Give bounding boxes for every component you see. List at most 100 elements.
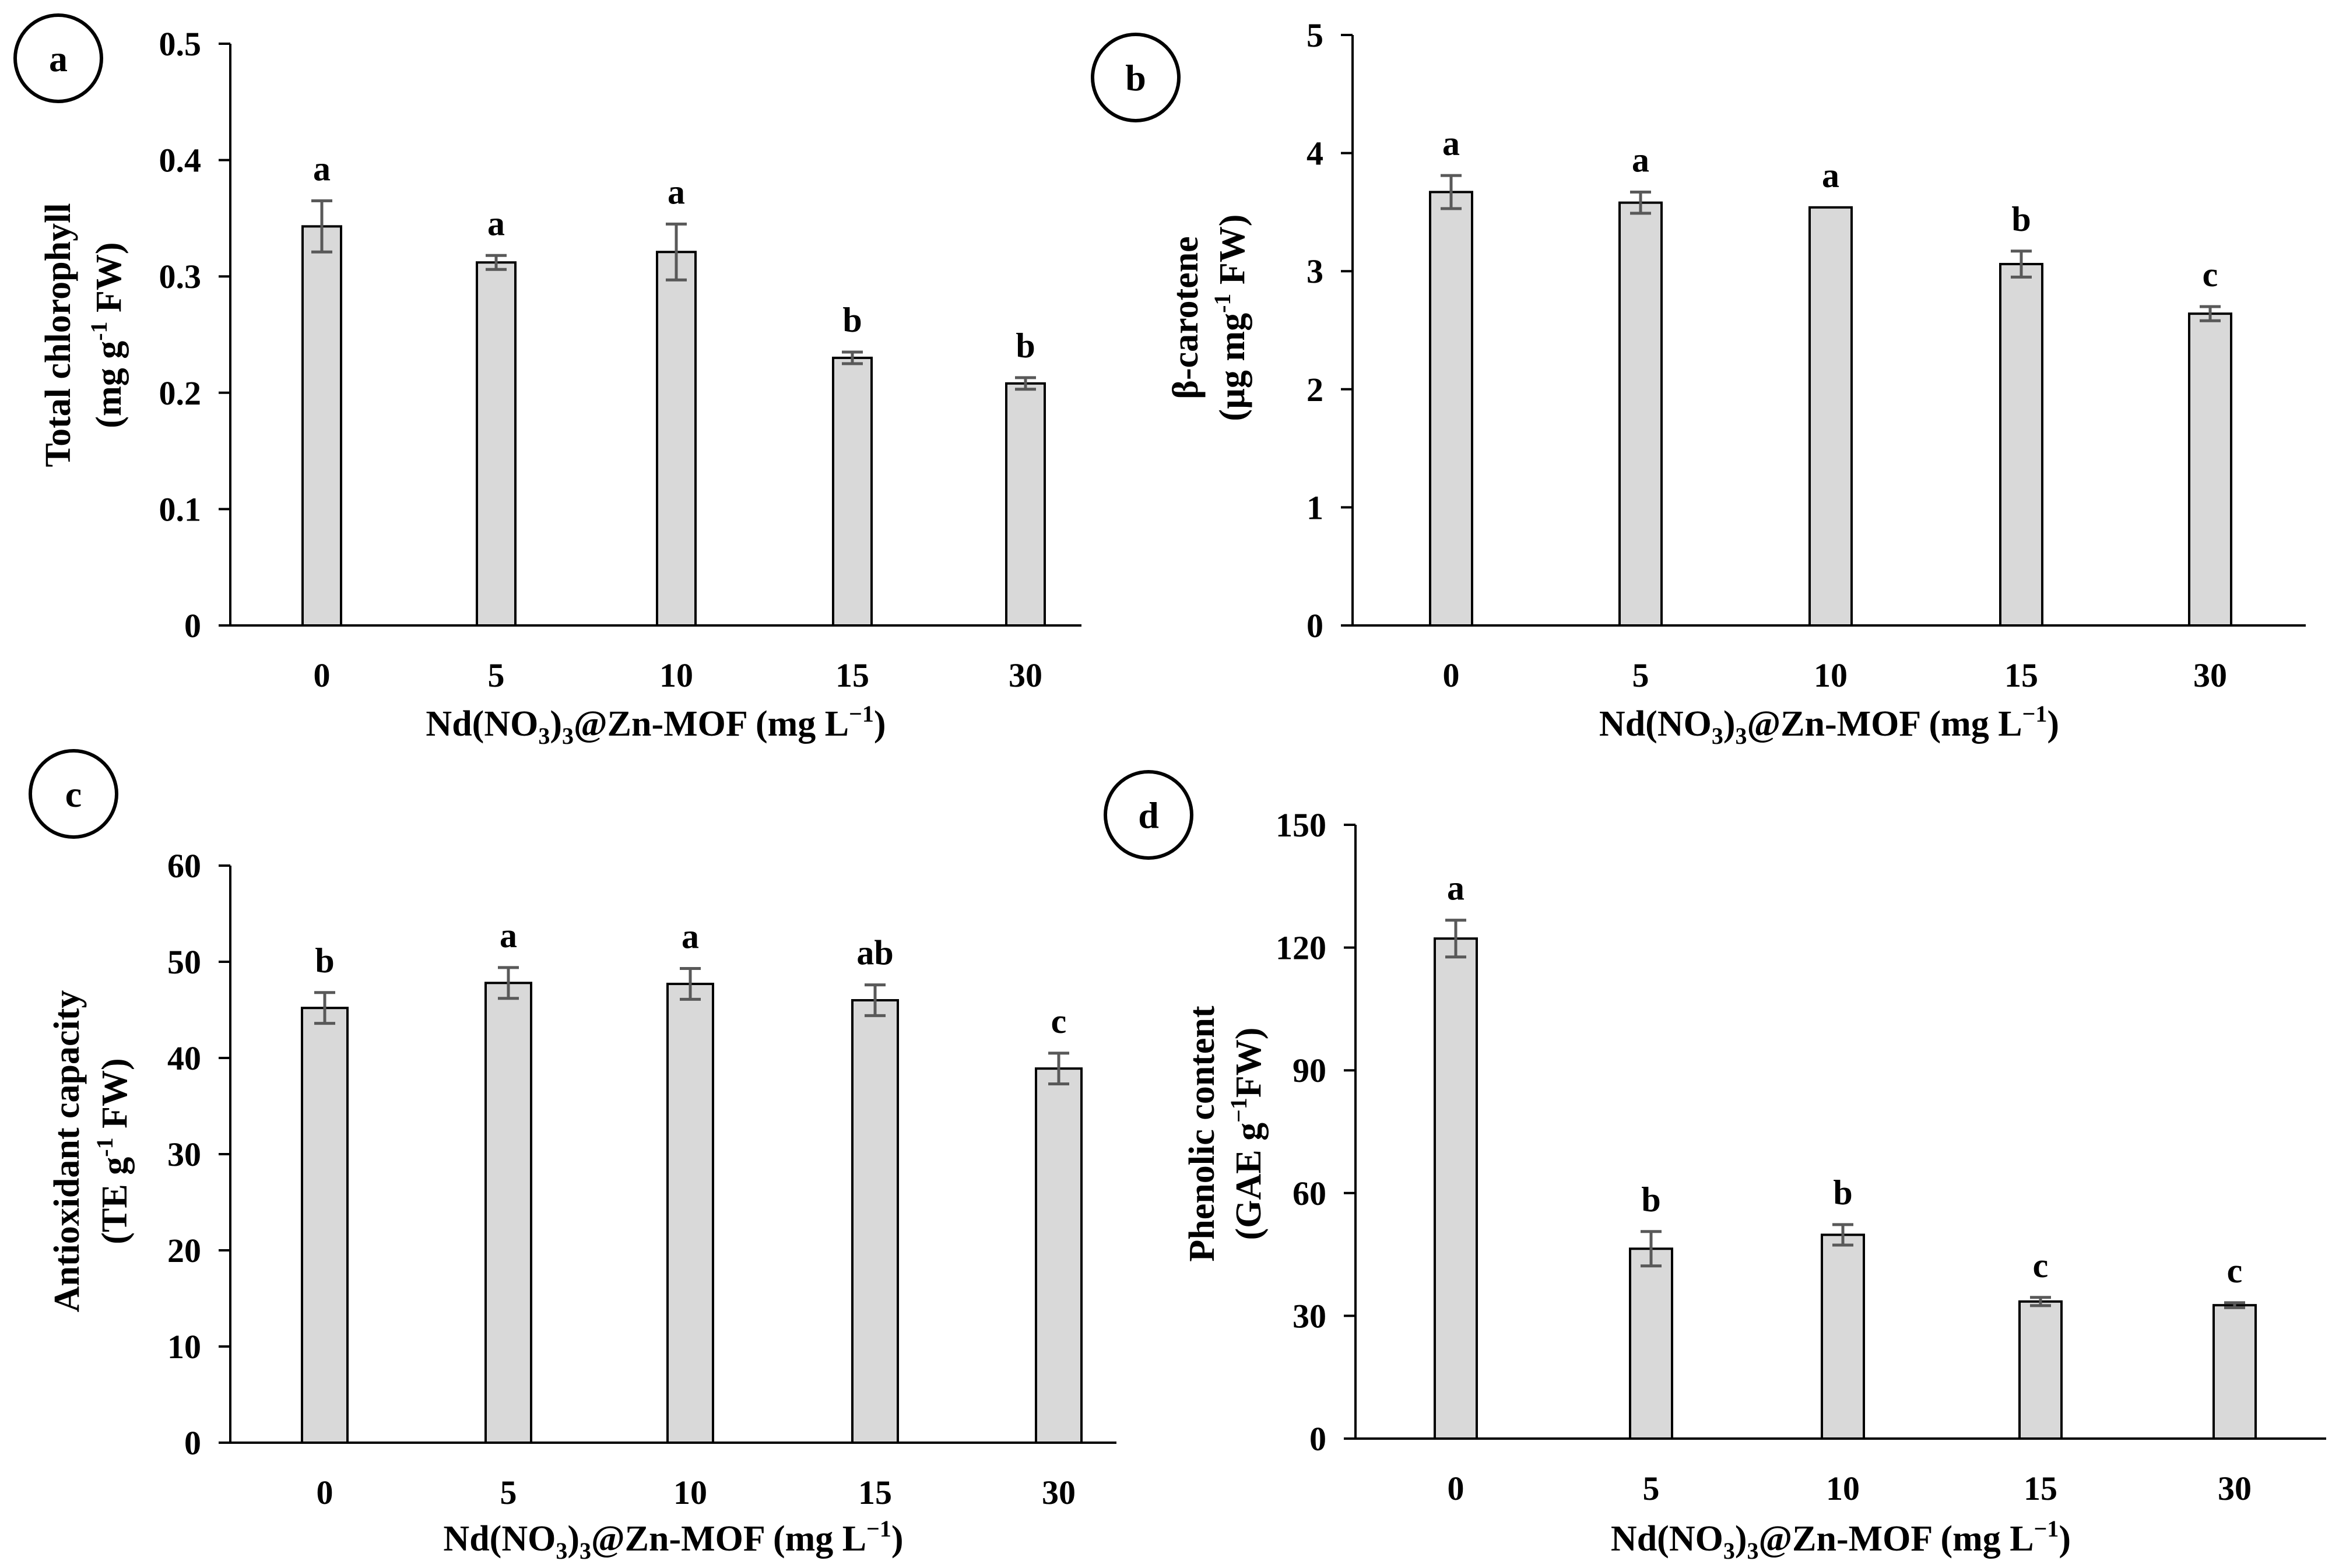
y-tick-label: 0.5 [159, 25, 202, 63]
bar [656, 251, 697, 627]
panel-label-circle [29, 749, 118, 839]
y-tick-label: 150 [1276, 806, 1326, 844]
y-tick-label: 20 [167, 1232, 201, 1270]
bar [1434, 937, 1478, 1440]
x-tick-label: 5 [488, 656, 505, 694]
significance-label: a [1632, 140, 1649, 179]
x-tick-label: 10 [1826, 1469, 1860, 1507]
significance-label: b [1016, 326, 1035, 365]
chart-panel-c: c 0 10 20 30 40 50 60 b 0 a 5 a 10 ab 15 c 30 Nd(NO3)3@Zn-… [29, 749, 1116, 1564]
significance-label: b [2011, 200, 2031, 238]
y-tick-label: 5 [1307, 16, 1323, 54]
bar [2188, 312, 2232, 627]
y-tick-label: 60 [1293, 1175, 1326, 1212]
x-tick-label: 15 [858, 1474, 892, 1511]
x-tick-label: 0 [317, 1474, 333, 1511]
chart-panel-a: a 0 0.1 0.2 0.3 0.4 0.5 a 0 a 5 a 10 b 15 b 30 Nd(NO3)3@Z… [13, 13, 1081, 749]
significance-label: c [1051, 1002, 1067, 1040]
y-tick-label: 90 [1293, 1052, 1326, 1089]
significance-label: a [500, 916, 517, 955]
panel-label-circle [1104, 770, 1193, 860]
bar [832, 356, 873, 627]
y-tick-label: 0.3 [159, 258, 202, 296]
y-tick-label: 0.2 [159, 374, 202, 412]
significance-label: b [315, 941, 334, 980]
chart-panel-d: d 0 30 60 90 120 150 a 0 b 5 b 10 c 15 c 30 Nd(NO3)3@Zn-M… [1104, 770, 2326, 1564]
y-tick-label: 1 [1307, 488, 1323, 526]
panel-label: a [49, 38, 68, 79]
significance-label: a [1447, 869, 1464, 908]
x-axis-label: Nd(NO3)3@Zn-MOF (mg L−1) [1611, 1516, 2071, 1564]
significance-label: b [1641, 1180, 1660, 1219]
panel-label: d [1138, 794, 1159, 836]
significance-label: a [1822, 156, 1839, 195]
x-tick-label: 30 [2218, 1469, 2252, 1507]
y-axis-label-line1: Antioxidant capacity [47, 990, 87, 1313]
y-tick-label: 0 [1307, 607, 1323, 645]
panel-label-circle [13, 13, 103, 103]
y-axis-label-line1: Phenolic content [1182, 1006, 1222, 1261]
significance-label: a [487, 204, 505, 242]
y-tick-label: 0 [184, 1424, 201, 1462]
significance-label: c [2203, 255, 2218, 294]
bar [1821, 1233, 1865, 1440]
significance-label: c [2033, 1246, 2049, 1285]
x-tick-label: 0 [1448, 1469, 1464, 1507]
bar [1005, 382, 1046, 627]
y-tick-label: 0.1 [159, 490, 202, 528]
y-tick-label: 60 [167, 847, 201, 885]
chart-panel-b: b 0 1 2 3 4 5 a 0 a 5 a 10 b 15 c 30 Nd(NO3)3@Zn-MOF (mg … [1091, 16, 2306, 749]
x-axis-label: Nd(NO3)3@Zn-MOF (mg L−1) [426, 701, 886, 749]
y-tick-label: 0.4 [159, 142, 202, 180]
y-tick-label: 50 [167, 943, 201, 981]
x-tick-label: 15 [2024, 1469, 2057, 1507]
y-tick-label: 40 [167, 1039, 201, 1077]
significance-label: b [842, 301, 862, 339]
significance-label: b [1833, 1173, 1852, 1212]
y-axis-label-line1: β-carotene [1166, 236, 1206, 399]
bar [666, 982, 714, 1444]
panel-label: c [65, 774, 82, 815]
panel-label-circle [1091, 33, 1181, 122]
bar [301, 225, 342, 627]
significance-label: c [2227, 1251, 2243, 1290]
bar [1035, 1067, 1083, 1444]
x-tick-label: 5 [1643, 1469, 1660, 1507]
x-tick-label: 30 [1042, 1474, 1076, 1511]
y-tick-label: 30 [1293, 1297, 1326, 1335]
bar [301, 1007, 349, 1444]
y-tick-label: 0 [1309, 1420, 1326, 1458]
x-tick-label: 10 [659, 656, 693, 694]
bar [484, 982, 532, 1444]
bar [2018, 1300, 2063, 1440]
y-tick-label: 10 [167, 1328, 201, 1366]
x-tick-label: 0 [314, 656, 331, 694]
x-tick-label: 5 [1632, 656, 1649, 694]
panel-label: b [1125, 57, 1146, 99]
significance-label: a [668, 173, 685, 211]
bar [476, 261, 517, 627]
y-tick-label: 30 [167, 1135, 201, 1173]
bar [851, 999, 899, 1444]
significance-label: a [313, 149, 331, 188]
x-axis-label: Nd(NO3)3@Zn-MOF (mg L−1) [443, 1516, 903, 1564]
y-tick-label: 0 [184, 607, 201, 645]
y-axis-label-line2: (µg mg-1 FW) [1209, 215, 1252, 421]
significance-label: ab [856, 934, 893, 972]
bar [1999, 263, 2043, 627]
y-tick-label: 2 [1307, 371, 1323, 409]
y-axis-label-line2: (mg g-1 FW) [86, 242, 129, 428]
x-tick-label: 10 [1814, 656, 1848, 694]
x-tick-label: 5 [500, 1474, 517, 1511]
significance-label: a [1442, 124, 1460, 163]
significance-label: a [682, 917, 699, 956]
y-tick-label: 120 [1276, 929, 1326, 967]
y-axis-label-line1: Total chlorophyll [38, 203, 78, 467]
bar [1808, 206, 1853, 627]
bar [2212, 1304, 2257, 1440]
y-tick-label: 3 [1307, 252, 1323, 290]
bar [1429, 191, 1473, 627]
bar [1618, 201, 1663, 627]
x-tick-label: 30 [1009, 656, 1042, 694]
y-axis-label-line2: (GAE g−1FW) [1225, 1028, 1269, 1240]
